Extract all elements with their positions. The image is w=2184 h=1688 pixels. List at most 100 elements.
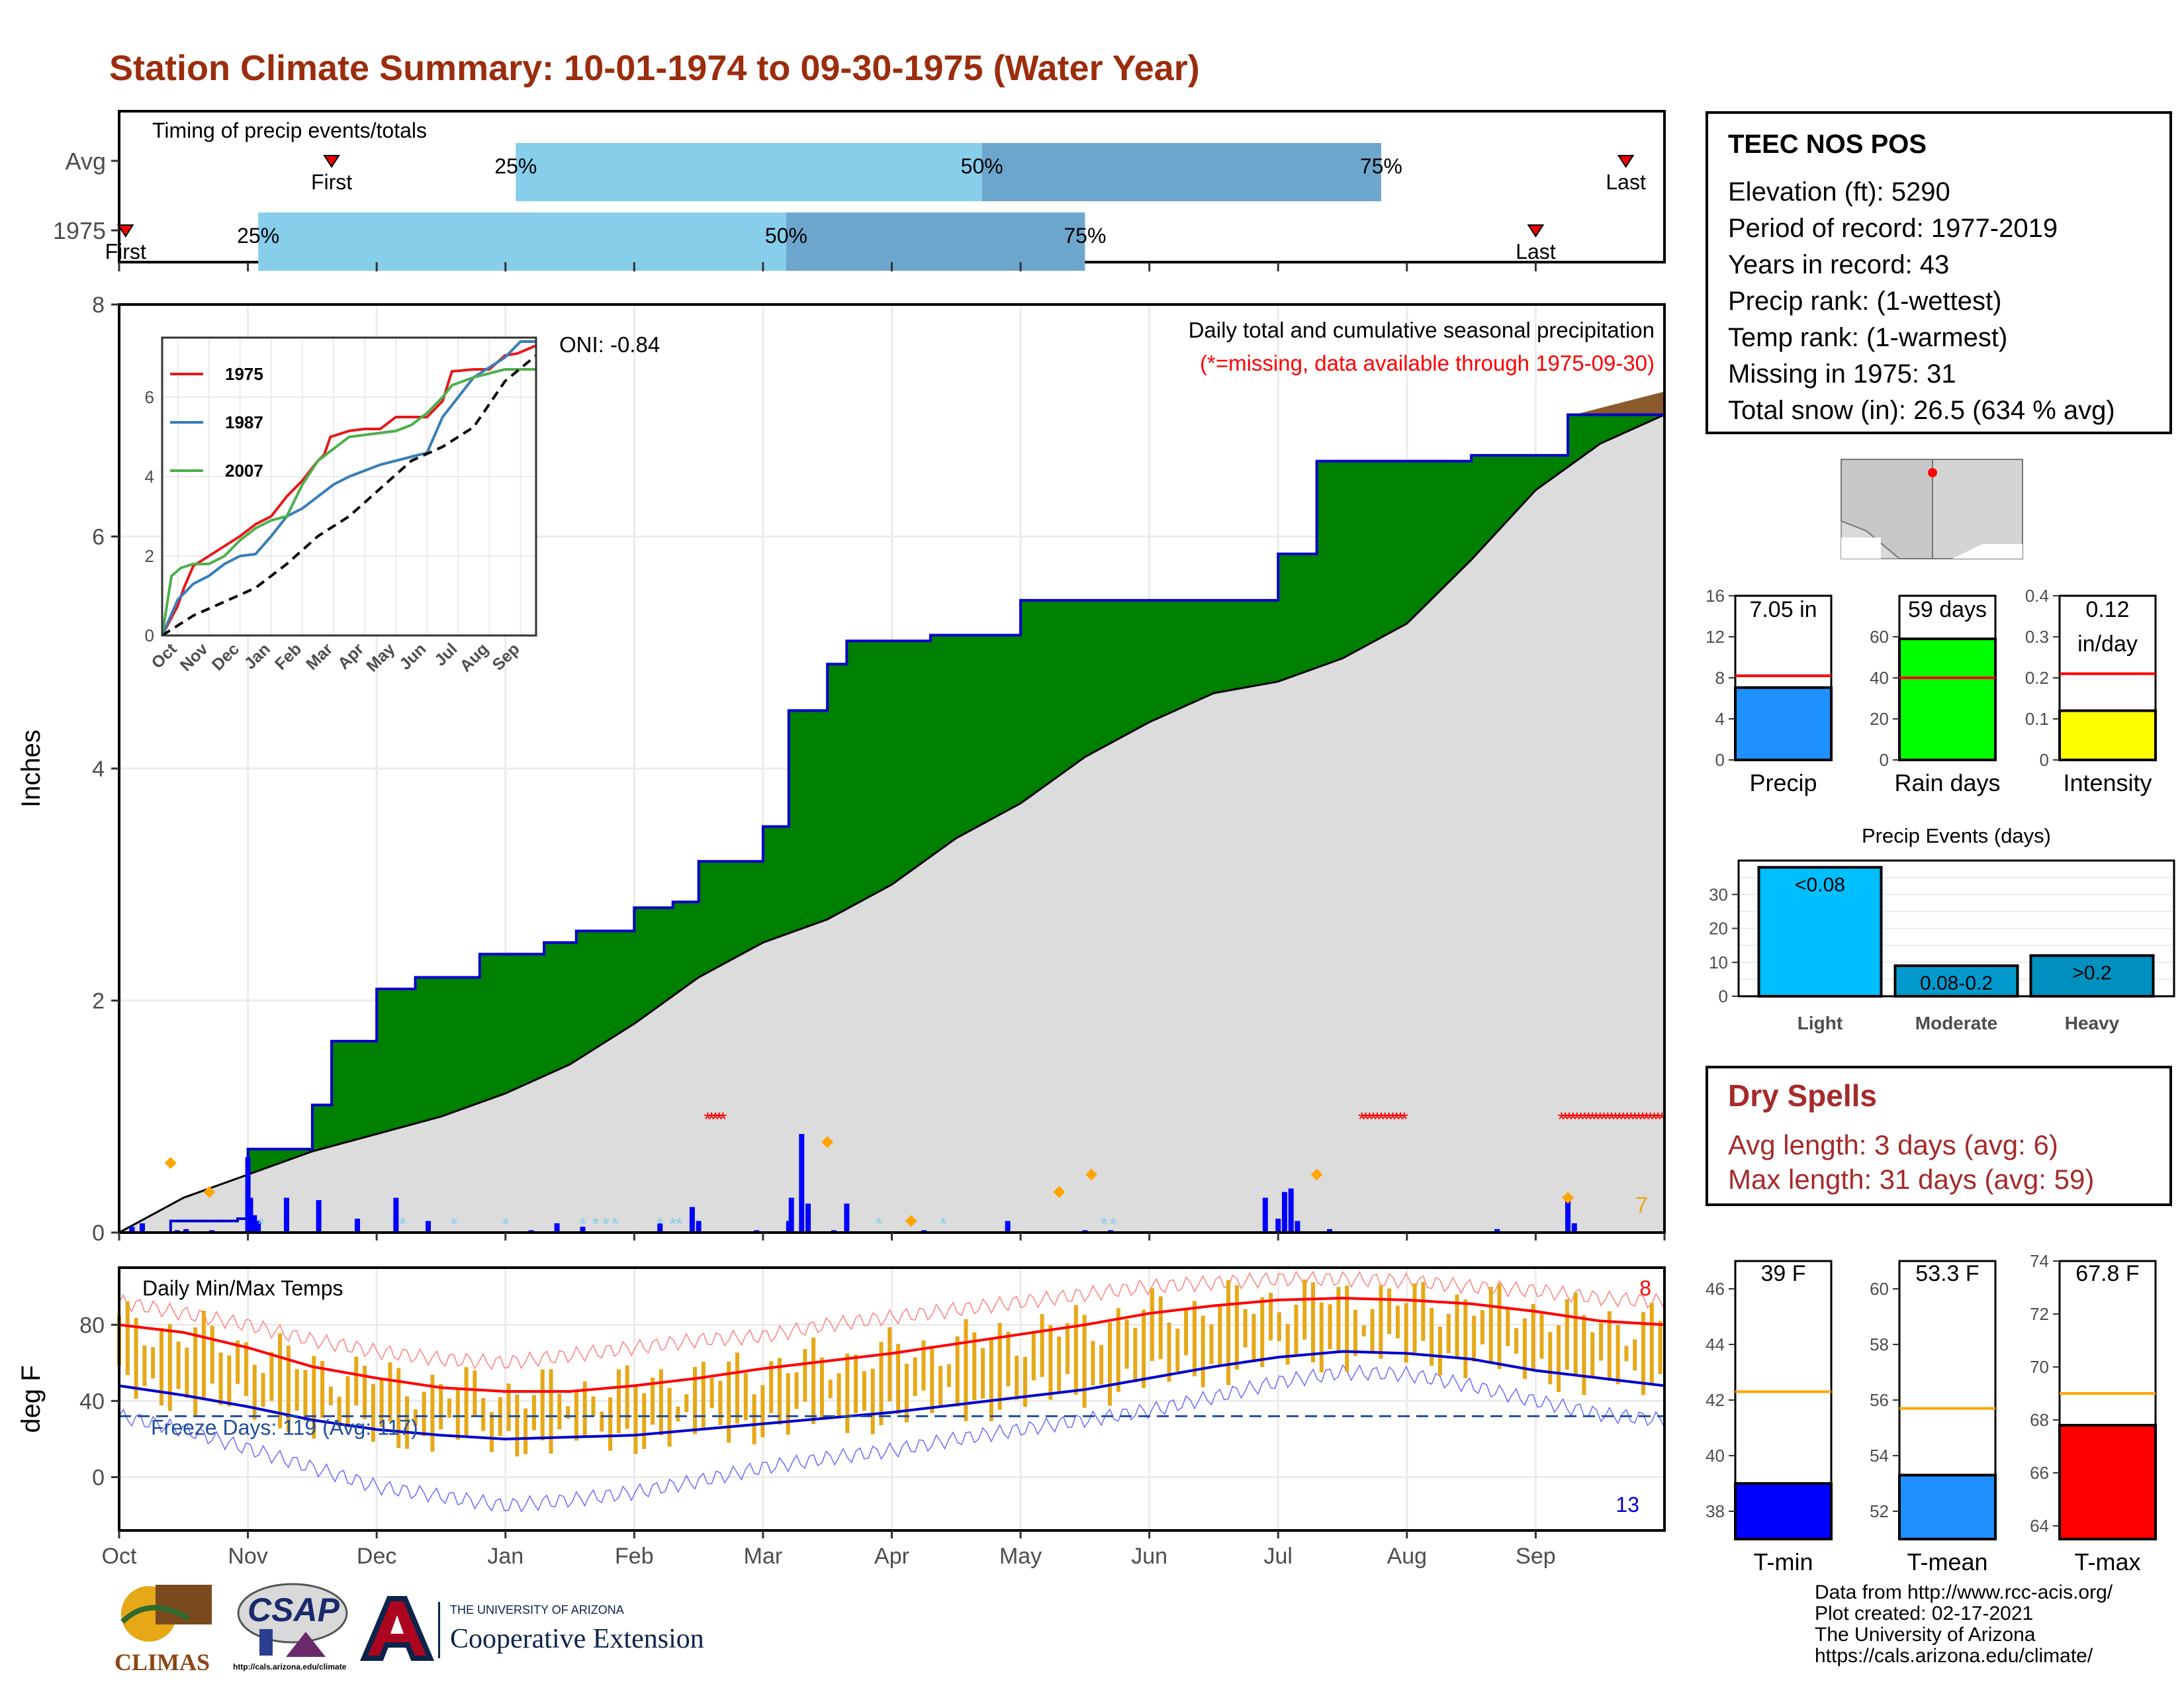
- missing-marker: *: [1643, 1109, 1651, 1131]
- temp-x-tick-label: Apr: [874, 1544, 909, 1569]
- snow-marker-icon: *: [876, 1213, 883, 1234]
- daily-temp-bar: [473, 1370, 477, 1417]
- missing-marker: *: [1631, 1109, 1639, 1131]
- daily-temp-bar: [151, 1347, 156, 1379]
- daily-precip-bar: [799, 1134, 805, 1233]
- missing-marker: *: [1608, 1109, 1615, 1131]
- timing-first-label: First: [105, 240, 146, 263]
- missing-marker: *: [1385, 1109, 1393, 1131]
- dry-spells-avg: Avg length: 3 days (avg: 6): [1728, 1129, 2058, 1160]
- daily-temp-bar: [481, 1398, 486, 1431]
- daily-temp-bar: [1488, 1287, 1493, 1364]
- side-bar-category-label: Intensity: [2063, 769, 2152, 796]
- daily-temp-bar: [964, 1319, 968, 1421]
- daily-temp-bar: [142, 1345, 147, 1387]
- footer-line: The University of Arizona: [1815, 1624, 2036, 1646]
- daily-temp-bar: [574, 1391, 578, 1441]
- daily-temp-bar: [591, 1396, 596, 1416]
- daily-temp-bar: [938, 1366, 943, 1406]
- daily-precip-bar: [788, 1197, 794, 1233]
- daily-temp-bar: [1243, 1309, 1248, 1348]
- daily-temp-bar: [1361, 1325, 1366, 1336]
- footer-line: https://cals.arizona.edu/climate/: [1815, 1645, 2093, 1667]
- daily-temp-bar: [185, 1347, 189, 1398]
- precip-event-point: [821, 1136, 834, 1149]
- daily-temp-bar: [1251, 1313, 1256, 1363]
- side-bar-y-tick-label: 46: [1706, 1279, 1725, 1299]
- daily-temp-bar: [1226, 1280, 1231, 1385]
- daily-temp-bar: [134, 1317, 138, 1399]
- side-bar-y-tick-label: 70: [2030, 1357, 2049, 1377]
- side-bar-category-label: T-mean: [1907, 1548, 1987, 1575]
- daily-temp-bar: [1582, 1315, 1586, 1395]
- daily-precip-bar: [1327, 1229, 1333, 1233]
- events-title: Precip Events (days): [1862, 824, 2051, 847]
- daily-temp-bar: [1599, 1323, 1604, 1361]
- missing-marker: *: [1639, 1109, 1647, 1131]
- temp-chart-title: Daily Min/Max Temps: [142, 1276, 343, 1300]
- daily-temp-bar: [1514, 1328, 1519, 1354]
- daily-temp-bar: [1539, 1313, 1544, 1359]
- daily-precip-bar: [183, 1229, 189, 1233]
- timing-bar-25-50: [258, 212, 786, 271]
- csap-label: CSAP: [248, 1591, 340, 1628]
- inset-plot-bg: [162, 338, 536, 635]
- side-bar-value: [2058, 709, 2157, 761]
- side-bar-y-tick-label: 74: [2030, 1251, 2049, 1271]
- side-bar-y-tick-label: 4: [1715, 709, 1725, 729]
- timing-p25-label: 25%: [237, 224, 279, 248]
- csap-cloud-icon: [237, 1583, 348, 1657]
- temp-x-tick-label: Aug: [1387, 1544, 1428, 1569]
- station-location-marker: [1928, 468, 1937, 477]
- daily-temp-bar: [955, 1336, 960, 1407]
- events-y-tick-label: 0: [1719, 986, 1728, 1006]
- ua-small-label: THE UNIVERSITY OF ARIZONA: [450, 1603, 624, 1617]
- daily-temp-bar: [549, 1369, 553, 1454]
- snow-marker-icon: *: [502, 1213, 509, 1234]
- daily-temp-bar: [1107, 1322, 1112, 1406]
- missing-marker: *: [1381, 1109, 1389, 1131]
- temp-x-tick-label: Jul: [1264, 1544, 1293, 1569]
- snow-marker-icon: *: [592, 1213, 600, 1234]
- missing-marker: *: [715, 1109, 723, 1131]
- daily-temp-bar: [1455, 1294, 1459, 1358]
- events-y-tick-label: 20: [1709, 919, 1728, 939]
- precip-event-point: [1053, 1186, 1066, 1198]
- side-bar-y-tick-label: 20: [1870, 709, 1889, 729]
- snow-marker-icon: *: [612, 1213, 619, 1234]
- inset-legend-label: 1987: [225, 412, 263, 432]
- station-line: Years in record: 43: [1728, 250, 1950, 279]
- timing-label: Timing of precip events/totals: [152, 118, 427, 142]
- daily-temp-bar: [600, 1411, 604, 1432]
- timing-row-label: 1975: [53, 217, 106, 244]
- daily-temp-bar: [1573, 1292, 1578, 1376]
- daily-temp-bar: [1091, 1340, 1095, 1386]
- daily-temp-bar: [1497, 1283, 1502, 1370]
- daily-temp-bar: [1641, 1312, 1646, 1395]
- daily-temp-bar: [1649, 1303, 1654, 1383]
- daily-temp-bar: [278, 1333, 283, 1429]
- station-name: TEEC NOS POS: [1728, 130, 1927, 159]
- side-bar-y-tick-label: 42: [1706, 1390, 1725, 1410]
- daily-temp-bar: [1031, 1331, 1036, 1381]
- daily-temp-bar: [252, 1364, 257, 1420]
- daily-temp-bar: [1006, 1331, 1011, 1387]
- avg-max-temp-line: [118, 1297, 1665, 1393]
- daily-temp-bar: [455, 1388, 460, 1440]
- events-bar-label: 0.08-0.2: [1920, 972, 1993, 994]
- daily-temp-bar: [887, 1327, 892, 1402]
- daily-temp-bar: [1615, 1325, 1620, 1385]
- side-bar-category-label: T-max: [2074, 1548, 2140, 1575]
- daily-temp-bar: [125, 1301, 130, 1376]
- side-bar-y-tick-label: 60: [1870, 627, 1889, 647]
- precip-y-axis-label: Inches: [17, 729, 46, 808]
- daily-temp-bar: [1285, 1324, 1290, 1365]
- precip-y-tick-label: 8: [92, 293, 105, 318]
- daily-temp-bar: [659, 1369, 663, 1436]
- observed-cumulative-line: [119, 391, 1666, 1234]
- missing-marker: *: [1557, 1109, 1565, 1131]
- daily-temp-bar: [709, 1378, 714, 1409]
- missing-marker: *: [1569, 1109, 1577, 1131]
- side-bar-y-tick-label: 56: [1870, 1390, 1889, 1410]
- daily-temp-bar: [1116, 1308, 1120, 1392]
